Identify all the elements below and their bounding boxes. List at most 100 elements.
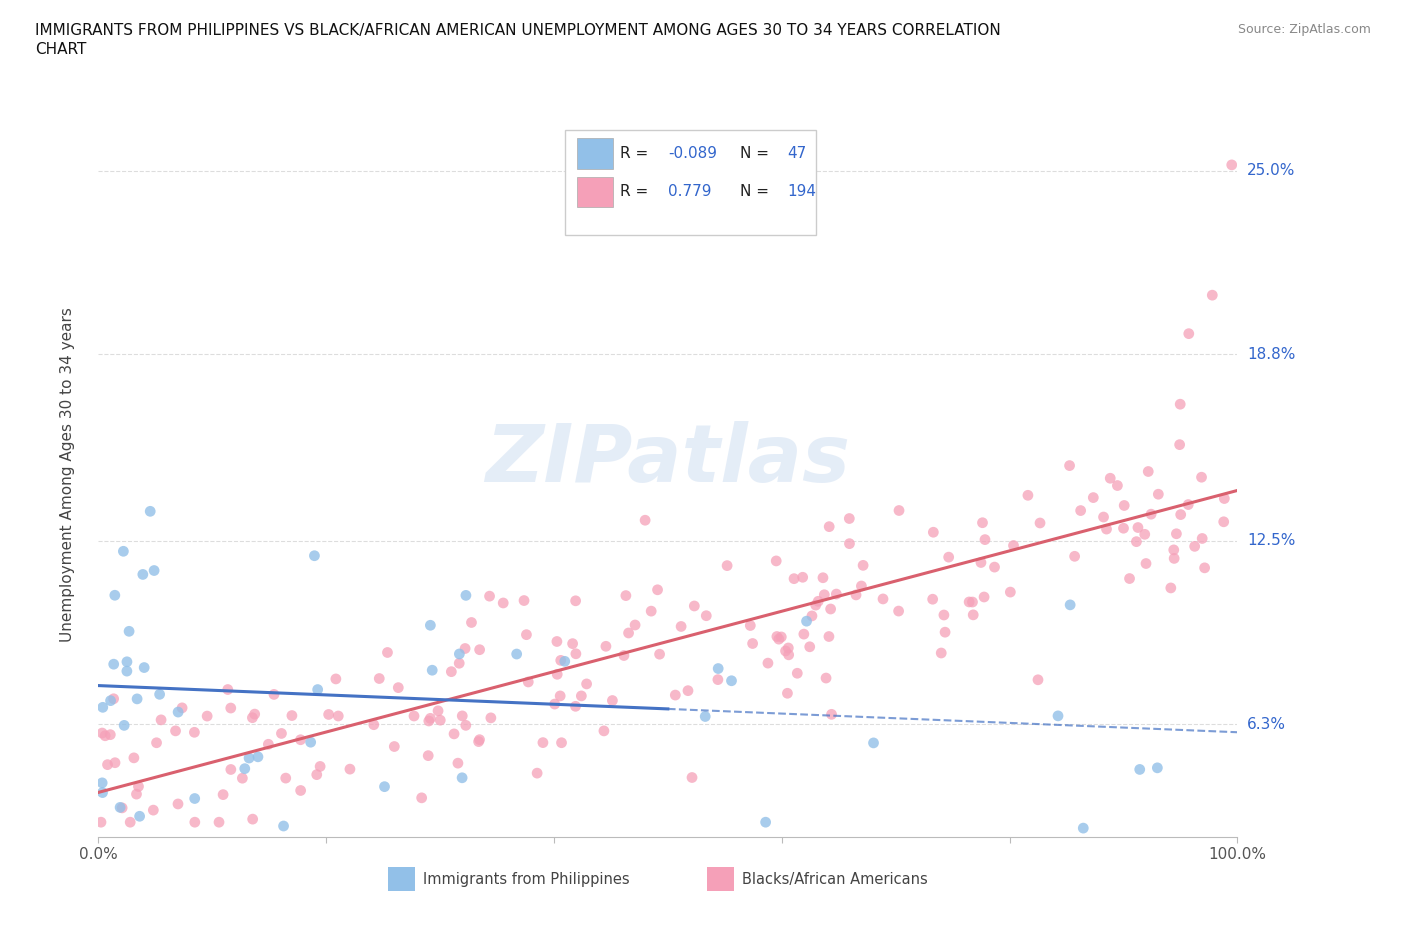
Point xyxy=(172,700,194,715)
Point xyxy=(1146,761,1168,776)
Point xyxy=(127,691,149,706)
Point xyxy=(167,705,190,720)
Text: ZIPatlas: ZIPatlas xyxy=(485,420,851,498)
Point xyxy=(91,776,114,790)
Text: -0.089: -0.089 xyxy=(668,146,717,161)
Point xyxy=(707,661,730,676)
Point xyxy=(219,762,242,777)
Point xyxy=(145,736,167,751)
Point xyxy=(246,750,269,764)
Point xyxy=(962,607,984,622)
Point xyxy=(818,519,841,534)
Point xyxy=(451,709,474,724)
Point xyxy=(825,587,848,602)
Point xyxy=(1002,538,1025,553)
Point xyxy=(98,727,121,742)
Y-axis label: Unemployment Among Ages 30 to 34 years: Unemployment Among Ages 30 to 34 years xyxy=(60,307,75,642)
Point xyxy=(548,688,571,703)
Point xyxy=(91,700,114,715)
Point xyxy=(91,785,114,800)
Point xyxy=(184,815,207,830)
Point xyxy=(273,818,295,833)
Point xyxy=(108,800,131,815)
Point xyxy=(929,645,952,660)
Point xyxy=(479,711,502,725)
Point xyxy=(664,687,686,702)
Point xyxy=(104,755,127,770)
Point xyxy=(377,645,399,660)
Point xyxy=(741,636,763,651)
Point xyxy=(776,685,799,700)
Point xyxy=(212,787,235,802)
Point xyxy=(676,684,699,698)
Point xyxy=(387,680,409,695)
Point xyxy=(418,749,440,764)
Point xyxy=(565,646,588,661)
Text: R =: R = xyxy=(620,184,654,199)
Point xyxy=(112,544,135,559)
Point xyxy=(838,537,860,551)
Point xyxy=(1083,490,1105,505)
Text: 12.5%: 12.5% xyxy=(1247,534,1295,549)
Point xyxy=(1070,503,1092,518)
Point xyxy=(128,809,150,824)
Point xyxy=(1129,762,1152,777)
Point xyxy=(219,700,242,715)
Point xyxy=(793,627,815,642)
Point xyxy=(1059,597,1081,612)
Point xyxy=(443,726,465,741)
Point xyxy=(142,803,165,817)
Point xyxy=(778,647,800,662)
Point xyxy=(807,594,830,609)
Point xyxy=(411,790,433,805)
Point xyxy=(1170,507,1192,522)
Point xyxy=(94,728,117,743)
Point xyxy=(852,558,875,573)
Point xyxy=(325,671,347,686)
Point xyxy=(921,591,943,606)
Point xyxy=(770,630,793,644)
Point xyxy=(575,676,598,691)
Point xyxy=(468,643,491,658)
Point xyxy=(208,815,231,830)
Point xyxy=(111,801,134,816)
Point xyxy=(887,503,910,518)
Point xyxy=(531,736,554,751)
Point xyxy=(766,629,789,644)
Point xyxy=(811,570,834,585)
Point xyxy=(1026,672,1049,687)
Point xyxy=(1118,571,1140,586)
Text: 0.779: 0.779 xyxy=(668,184,711,199)
Point xyxy=(1059,458,1081,473)
Point xyxy=(962,594,984,609)
Point xyxy=(167,796,190,811)
Text: 194: 194 xyxy=(787,184,817,199)
Point xyxy=(451,770,474,785)
Point xyxy=(363,717,385,732)
Point xyxy=(983,560,1005,575)
Point xyxy=(100,693,122,708)
Point xyxy=(1191,470,1213,485)
Text: R =: R = xyxy=(620,146,654,161)
Point xyxy=(103,657,125,671)
Point xyxy=(550,736,572,751)
Point xyxy=(454,641,477,656)
Point xyxy=(1177,498,1199,512)
Point xyxy=(373,779,395,794)
Point xyxy=(449,656,471,671)
Point xyxy=(447,756,470,771)
Point xyxy=(513,593,536,608)
Point xyxy=(564,698,586,713)
Point xyxy=(1029,515,1052,530)
Point xyxy=(368,671,391,686)
Point xyxy=(932,607,955,622)
Point xyxy=(468,732,491,747)
Point xyxy=(815,671,838,685)
Point xyxy=(242,711,264,725)
Point xyxy=(165,724,187,738)
Point xyxy=(765,553,787,568)
Point xyxy=(613,648,636,663)
Point xyxy=(257,737,280,751)
Point xyxy=(786,666,808,681)
Point xyxy=(550,653,572,668)
